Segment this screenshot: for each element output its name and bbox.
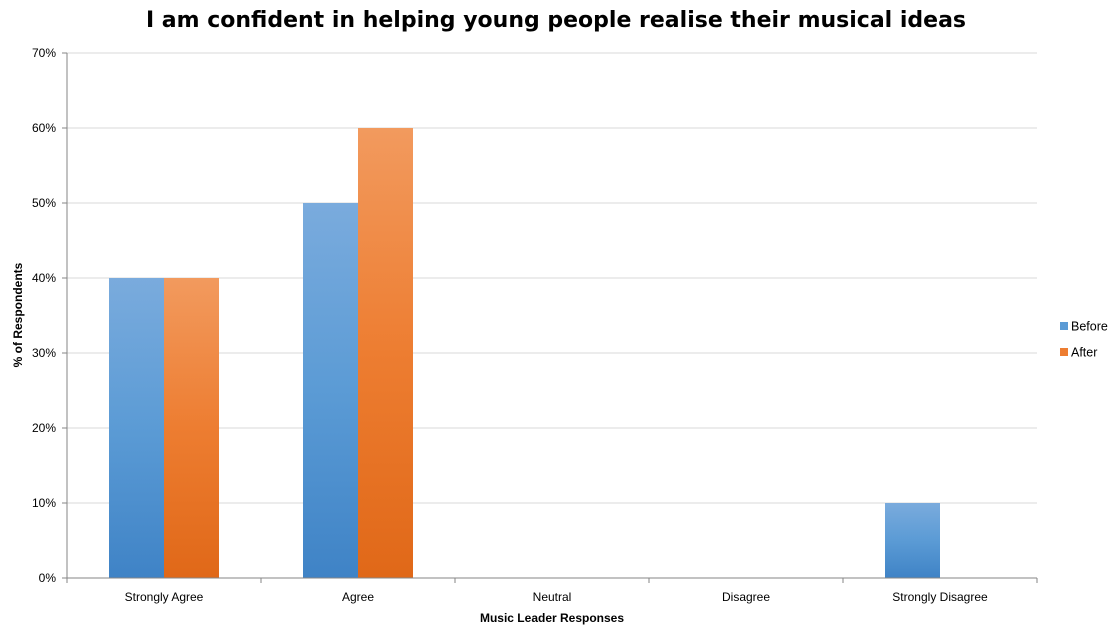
- x-tick-label: Neutral: [533, 590, 572, 604]
- bar-after: [164, 278, 219, 578]
- y-tick-label: 30%: [32, 346, 56, 360]
- axes: [66, 53, 1038, 583]
- legend-label-after: After: [1071, 346, 1097, 360]
- bar-before: [109, 278, 164, 578]
- legend: Before After: [1060, 320, 1108, 360]
- x-tick-label: Strongly Agree: [125, 590, 204, 604]
- x-axis-ticks: Strongly Agree Agree Neutral Disagree Strong…: [125, 590, 988, 604]
- y-tick-label: 50%: [32, 196, 56, 210]
- y-tick-label: 60%: [32, 121, 56, 135]
- bar-before: [885, 503, 940, 578]
- bars: [109, 128, 940, 578]
- chart-title: I am confident in helping young people r…: [146, 8, 966, 33]
- legend-label-before: Before: [1071, 320, 1108, 334]
- x-tick-label: Strongly Disagree: [892, 590, 988, 604]
- y-tick-label: 70%: [32, 46, 56, 60]
- y-tick-label: 40%: [32, 271, 56, 285]
- y-tick-label: 0%: [39, 571, 57, 585]
- legend-swatch-after: [1060, 348, 1068, 356]
- bar-before: [303, 203, 358, 578]
- x-tick-label: Disagree: [722, 590, 770, 604]
- legend-swatch-before: [1060, 322, 1068, 330]
- y-axis-ticks: 0% 10% 20% 30% 40% 50% 60% 70%: [32, 46, 56, 585]
- bar-after: [358, 128, 413, 578]
- x-tick-label: Agree: [342, 590, 374, 604]
- y-tick-label: 10%: [32, 496, 56, 510]
- gridlines: [62, 52, 1037, 579]
- x-axis-label: Music Leader Responses: [480, 611, 624, 625]
- y-axis-label: % of Respondents: [11, 262, 25, 367]
- y-tick-label: 20%: [32, 421, 56, 435]
